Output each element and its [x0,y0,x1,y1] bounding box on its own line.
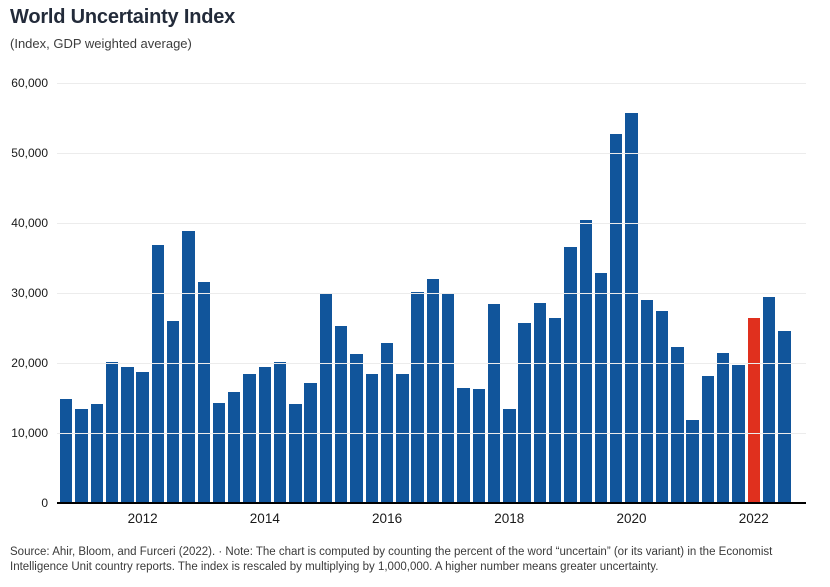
bar-2018-Q4 [548,317,562,503]
bar-2018-Q2 [518,323,531,503]
gridline-60,000 [57,83,806,84]
gridline-20,000 [57,363,806,364]
bar-2021-Q3 [717,352,730,503]
bar-2022-Q2 [762,297,776,503]
x-tick-label-2022: 2022 [738,511,769,526]
bar-2016-Q3 [411,291,424,503]
y-tick-label: 30,000 [11,286,48,300]
x-axis-line [57,502,806,504]
bar-2010-Q4 [60,398,73,503]
x-tick-label-2012: 2012 [127,511,158,526]
x-tick-label-2020: 2020 [616,511,647,526]
x-tick-label-2016: 2016 [372,511,403,526]
y-tick-label: 50,000 [11,146,48,160]
y-tick-label: 40,000 [11,216,48,230]
bar-2011-Q2 [90,404,103,503]
bar-2015-Q1 [319,294,333,503]
bar-2012-Q2 [151,245,165,503]
x-tick-label-2014: 2014 [249,511,280,526]
bar-2012-Q3 [166,321,180,503]
x-tick-label-2018: 2018 [494,511,525,526]
bar-2022-Q3 [778,330,791,503]
bar-highlight-2022-Q1 [747,317,760,503]
gridline-50,000 [57,153,806,154]
bar-2013-Q3 [228,392,241,503]
bar-2019-Q2 [579,219,592,503]
y-tick-label: 0 [41,496,48,510]
bar-2011-Q4 [121,367,134,503]
bar-2016-Q2 [396,373,409,503]
gridline-10,000 [57,433,806,434]
page-title: World Uncertainty Index [10,6,236,28]
bar-2020-Q3 [655,310,669,503]
bar-2017-Q2 [457,387,470,503]
bar-2019-Q1 [564,246,577,503]
bar-2015-Q2 [335,325,348,503]
bar-2012-Q4 [182,231,195,503]
bar-2016-Q1 [380,343,394,503]
bar-2013-Q4 [243,374,256,503]
bar-2012-Q1 [136,372,149,503]
bar-2020-Q4 [671,346,684,503]
bar-2016-Q4 [426,279,440,503]
bar-2017-Q4 [487,304,501,503]
bar-2014-Q2 [273,362,287,503]
source-note: Source: Ahir, Bloom, and Furceri (2022).… [10,546,773,573]
bar-2011-Q3 [105,361,119,503]
bar-2013-Q2 [212,402,226,503]
bar-2015-Q3 [350,353,363,503]
plot-area [0,83,830,503]
bar-2019-Q4 [610,134,623,503]
bar-2018-Q3 [533,302,547,503]
bar-2021-Q1 [686,420,699,503]
y-tick-label: 20,000 [11,356,48,370]
bar-2020-Q2 [640,300,654,503]
gridline-30,000 [57,293,806,294]
bar-2014-Q3 [289,404,302,503]
bar-2013-Q1 [197,281,210,503]
bar-2015-Q4 [365,373,378,503]
bar-2019-Q3 [594,273,608,503]
bar-2020-Q1 [625,113,638,503]
gridline-40,000 [57,223,806,224]
bar-2021-Q4 [732,365,745,503]
bar-2017-Q3 [472,388,485,503]
chart-subtitle: (Index, GDP weighted average) [10,36,192,51]
bar-2017-Q1 [442,293,455,503]
y-tick-label: 60,000 [11,76,48,90]
bar-2014-Q4 [304,382,317,503]
bar-2021-Q2 [701,376,715,503]
bar-2018-Q1 [503,408,516,503]
y-tick-label: 10,000 [11,426,48,440]
bar-2014-Q1 [258,366,272,503]
bar-2011-Q1 [75,409,88,503]
